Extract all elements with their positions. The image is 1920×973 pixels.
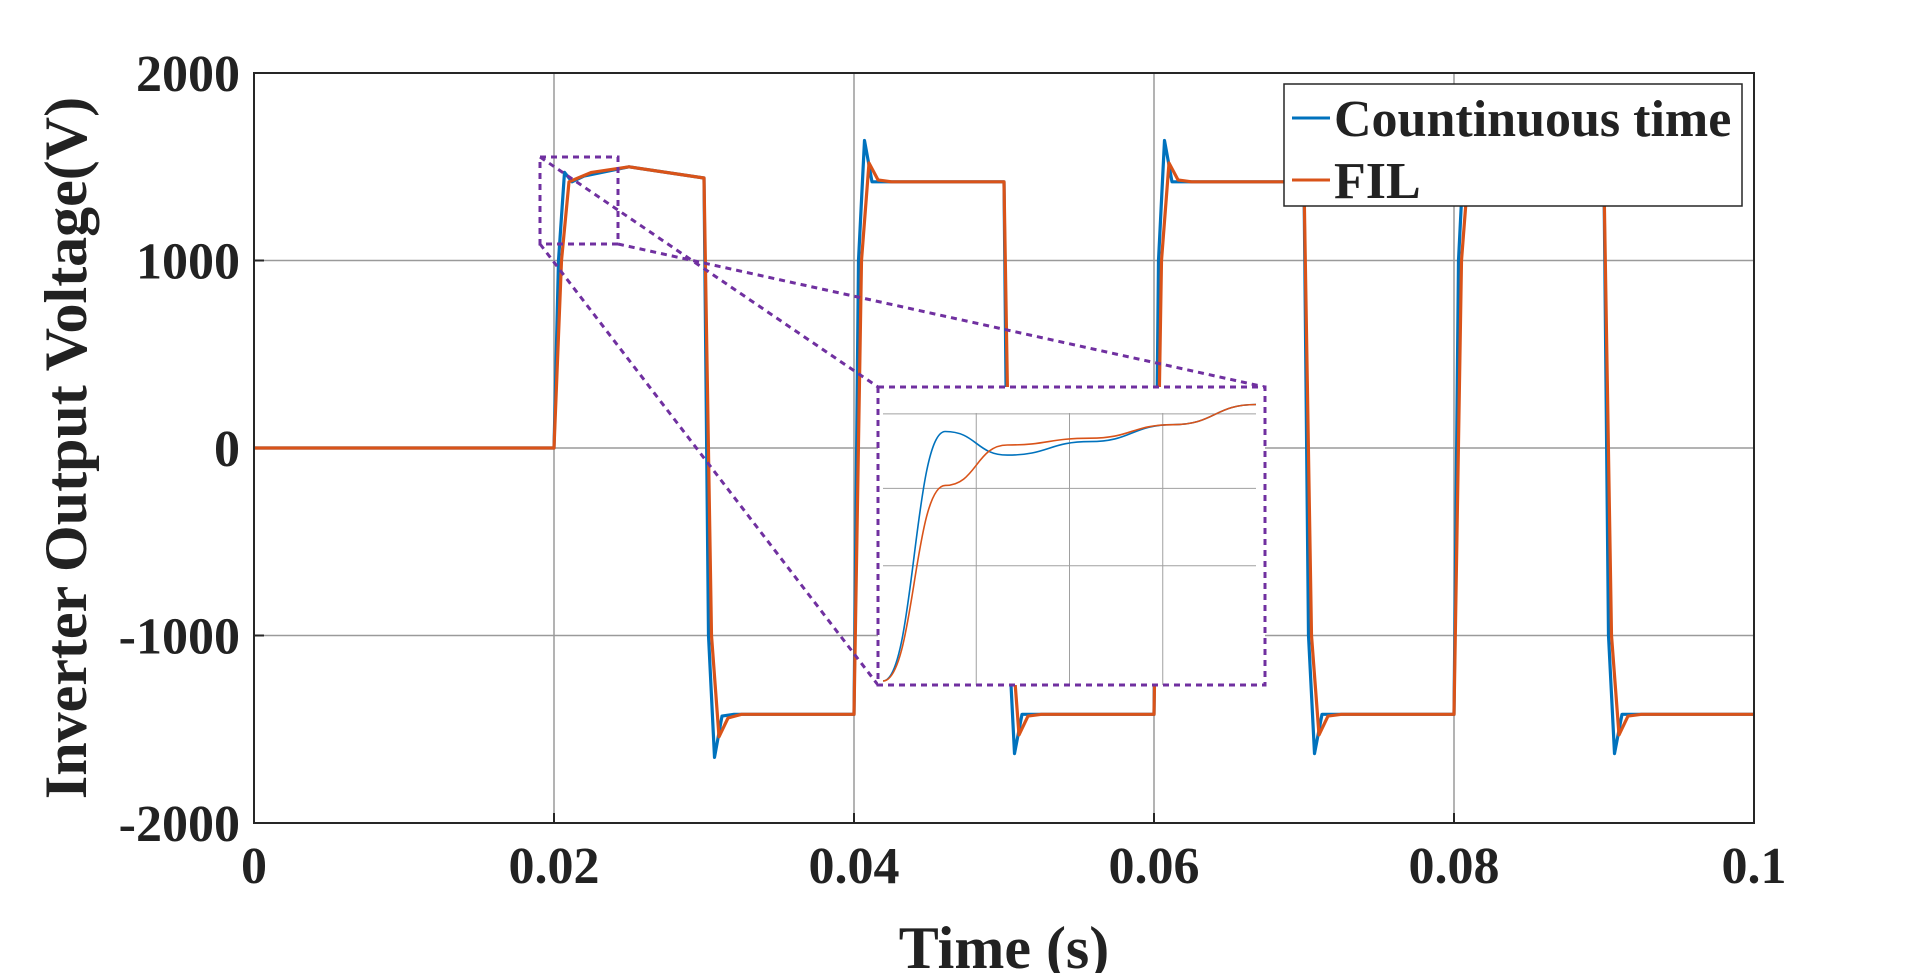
- y-tick-label: -2000: [119, 796, 240, 853]
- y-tick-label: 0: [214, 421, 240, 478]
- zoom-source-box: [538, 155, 620, 246]
- legend: Countinuous time FIL: [1283, 83, 1743, 210]
- legend-label-fil: FIL: [1334, 153, 1421, 210]
- zoom-inset-background: [878, 387, 1265, 685]
- zoom-connector: [538, 243, 880, 686]
- x-tick-label: 0.04: [809, 838, 900, 895]
- x-tick-label: 0.08: [1409, 838, 1500, 895]
- y-tick-label: 1000: [136, 234, 240, 291]
- y-axis-label: Inverter Output Voltage(V): [33, 97, 99, 799]
- legend-label-countinuous-time: Countinuous time: [1334, 91, 1731, 148]
- tick-labels: 0 0.02 0.04 0.06 0.08 0.1 2000 1000 0 -1000 -2000: [119, 46, 1787, 895]
- x-tick-label: 0: [241, 838, 267, 895]
- zoom-series-fil: [882, 403, 1257, 682]
- y-tick-label: 2000: [136, 46, 240, 103]
- x-tick-label: 0.06: [1109, 838, 1200, 895]
- y-tick-label: -1000: [119, 609, 240, 666]
- x-tick-label: 0.1: [1722, 838, 1787, 895]
- zoom-inset-frame: [876, 385, 1267, 687]
- plot-frame: [253, 72, 1755, 824]
- zoom-inset: [538, 155, 1267, 687]
- x-axis-label: Time (s): [899, 915, 1110, 973]
- legend-box: [1283, 83, 1743, 207]
- zoom-connector: [617, 242, 1266, 389]
- x-tick-label: 0.02: [509, 838, 600, 895]
- zoom-connector: [539, 155, 879, 389]
